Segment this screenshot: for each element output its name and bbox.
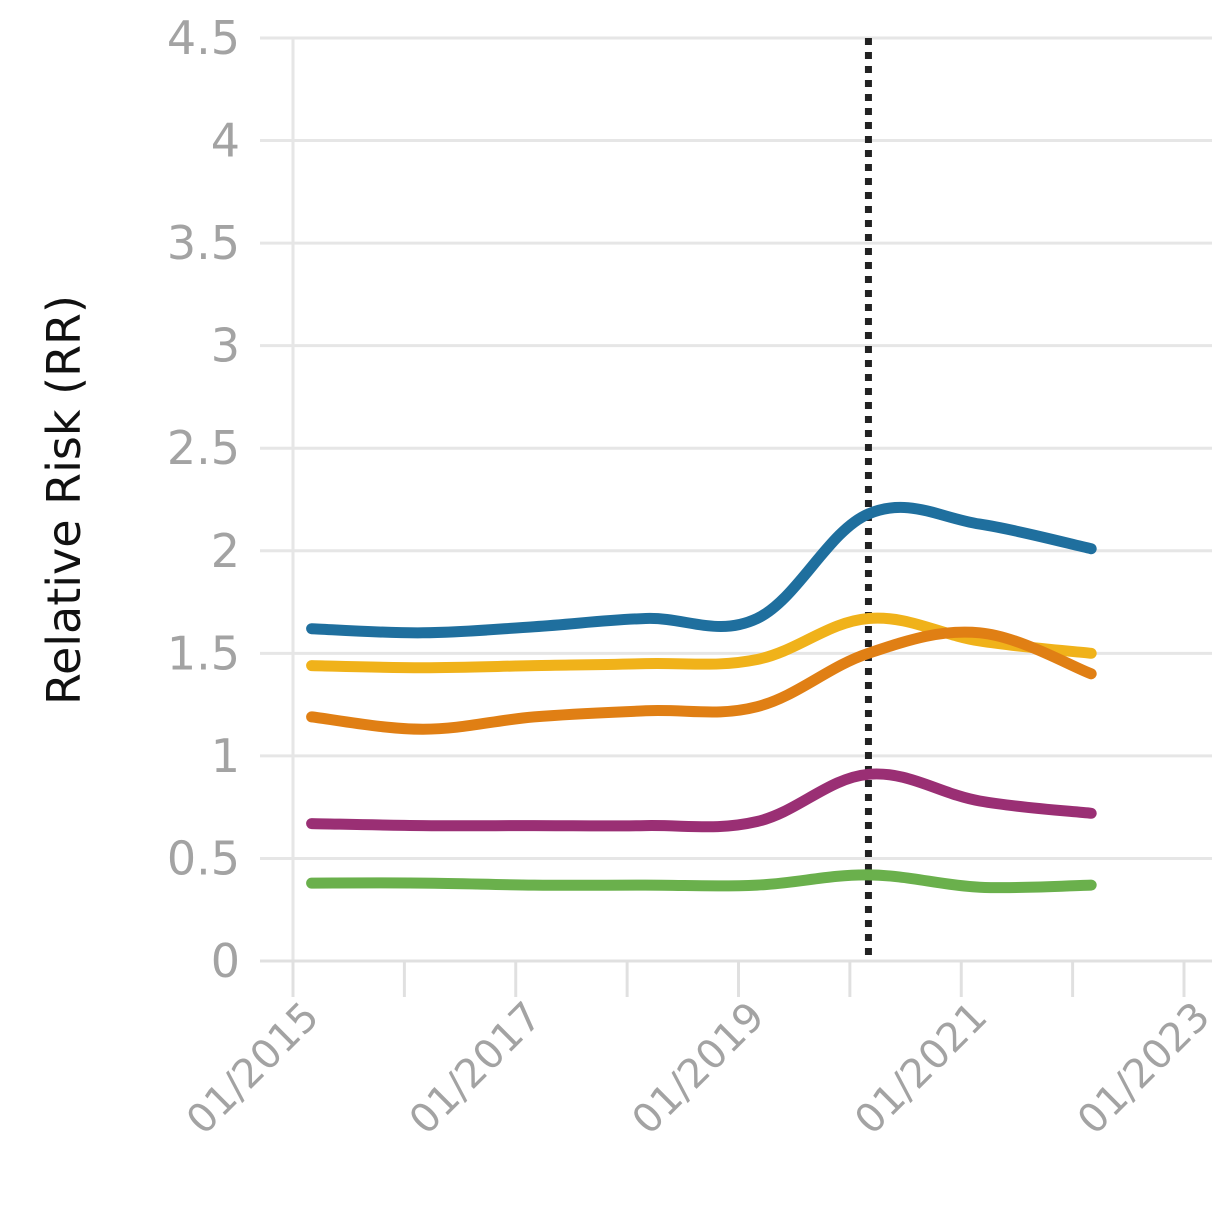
y-axis-title: Relative Risk (RR) [37, 295, 91, 705]
y-tick-label-1: 1 [211, 729, 240, 783]
y-tick-label-4.5: 4.5 [167, 11, 240, 65]
y-tick-label-0: 0 [211, 934, 240, 988]
series-lines [306, 501, 1097, 894]
x-tick-label-01/2019: 01/2019 [624, 994, 774, 1144]
y-tick-label-3: 3 [211, 319, 240, 373]
y-tick-label-1.5: 1.5 [167, 626, 240, 680]
x-tick-label-01/2021: 01/2021 [846, 994, 996, 1144]
x-tick-label-01/2017: 01/2017 [401, 994, 551, 1144]
y-tick-label-2.5: 2.5 [167, 421, 240, 475]
x-tick-label-01/2023: 01/2023 [1069, 994, 1212, 1144]
series-line-1 [306, 501, 1097, 639]
series-line-5 [306, 869, 1097, 894]
series-line-3 [306, 626, 1097, 735]
series-line-2 [306, 612, 1097, 674]
y-tick-label-2: 2 [211, 524, 240, 578]
x-axis [260, 38, 1212, 997]
series-line-4 [306, 768, 1097, 833]
gridlines [260, 36, 1212, 860]
y-tick-label-4: 4 [211, 114, 240, 168]
x-axis-tick-labels: 01/2015 01/2017 01/2019 01/2021 01/2023 [178, 994, 1212, 1144]
y-tick-label-3.5: 3.5 [167, 216, 240, 270]
y-tick-label-0.5: 0.5 [167, 831, 240, 885]
y-axis-tick-labels: 0 0.5 1 1.5 2 2.5 3 3.5 4 4.5 [167, 11, 240, 988]
x-tick-label-01/2015: 01/2015 [178, 994, 328, 1144]
